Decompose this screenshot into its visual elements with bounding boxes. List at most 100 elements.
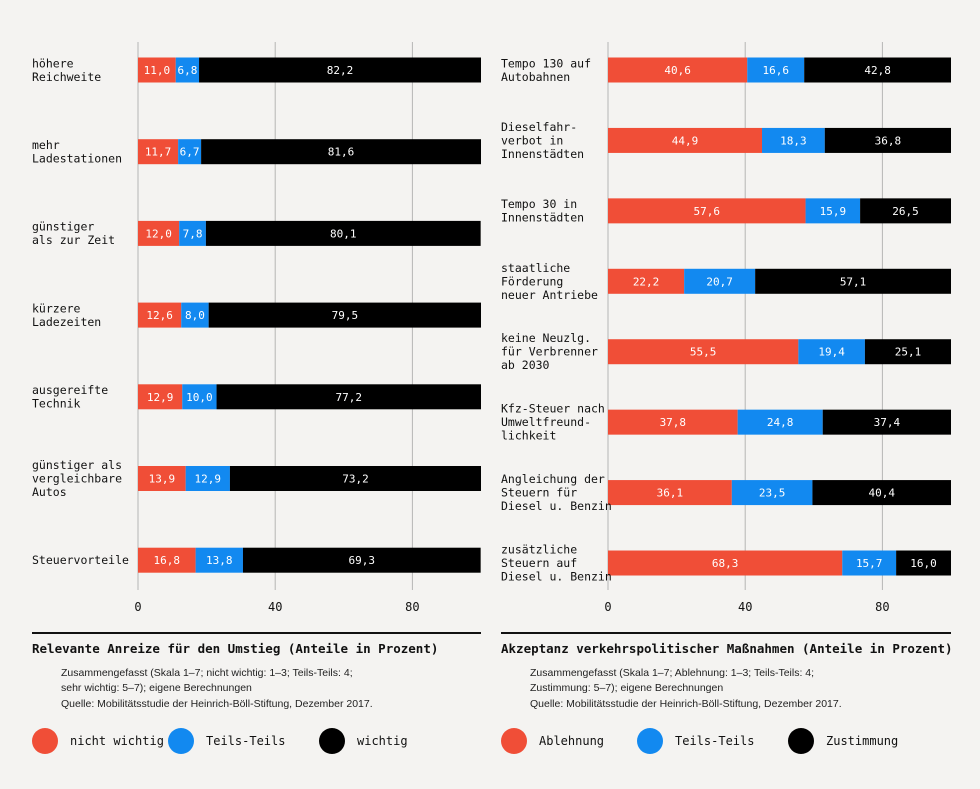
right-data-label: 15,7 — [856, 557, 883, 570]
left-category-label: mehr Ladestationen — [32, 138, 122, 166]
right-bar-segment — [608, 268, 685, 294]
right-legend-item-zustimmung: Zustimmung — [788, 728, 898, 754]
left-data-label: 13,9 — [149, 473, 176, 486]
category-label-line: Diesel u. Benzin — [501, 570, 612, 584]
right-bar-segment — [608, 550, 843, 576]
category-label-line: kürzere — [32, 301, 81, 315]
right-data-label: 37,8 — [660, 416, 687, 429]
left-legend-item-wichtig: wichtig — [319, 728, 408, 754]
category-label-line: als zur Zeit — [32, 233, 115, 247]
left-bar-segment — [138, 139, 179, 165]
left-x-tick-label: 80 — [405, 600, 419, 614]
left-bar-segment — [205, 220, 481, 246]
left-bar-segment — [185, 466, 230, 491]
left-legend-item-nicht-wichtig: nicht wichtig — [32, 728, 164, 754]
category-label-line: für Verbrenner — [501, 345, 598, 359]
category-label-line: Diesel u. Benzin — [501, 499, 612, 513]
right-data-label: 18,3 — [780, 134, 807, 147]
category-label-line: ausgereifte — [32, 383, 108, 397]
category-label-line: Tempo 30 in — [501, 197, 577, 211]
legend-swatch-blue — [168, 728, 194, 754]
left-x-tick-label: 40 — [268, 600, 282, 614]
right-data-label: 24,8 — [767, 416, 794, 429]
category-label-line: Steuern auf — [501, 556, 577, 570]
right-category-label: Angleichung der Steuern für Diesel u. Benz… — [501, 472, 612, 513]
right-data-label: 37,4 — [874, 416, 901, 429]
right-x-tick-label: 0 — [604, 600, 611, 614]
right-bar-segment — [731, 480, 813, 506]
legend-swatch-blue — [637, 728, 663, 754]
left-data-label: 81,6 — [328, 146, 355, 159]
right-data-label: 20,7 — [706, 275, 733, 288]
left-data-label: 10,0 — [186, 391, 213, 404]
left-bar-segment — [182, 384, 217, 410]
right-bar-segment — [747, 57, 805, 83]
right-bar-segment — [608, 198, 806, 224]
left-chart-source: Quelle: Mobilitätsstudie der Heinrich-Bö… — [61, 698, 373, 710]
legend-label: nicht wichtig — [70, 734, 164, 748]
right-bar-segment — [755, 268, 951, 294]
right-bar-segment — [822, 409, 951, 435]
legend-swatch-black — [319, 728, 345, 754]
left-data-label: 77,2 — [336, 391, 363, 404]
left-category-label: Steuervorteile — [32, 553, 129, 567]
right-data-label: 26,5 — [892, 205, 919, 218]
left-data-label: 6,7 — [180, 146, 200, 159]
right-bar-segment — [684, 268, 756, 294]
right-category-label: keine Neuzlg. für Verbrenner ab 2030 — [501, 331, 598, 372]
left-data-label: 12,9 — [195, 473, 222, 486]
right-data-label: 16,6 — [762, 64, 789, 77]
right-data-label: 57,1 — [840, 275, 867, 288]
right-bar-segment — [737, 409, 823, 435]
right-data-label: 44,9 — [672, 134, 699, 147]
right-bar-segment — [608, 409, 738, 435]
legend-label: wichtig — [357, 734, 408, 748]
left-data-label: 12,9 — [147, 391, 174, 404]
left-bar-segment — [181, 302, 209, 328]
left-category-label: kürzere Ladezeiten — [32, 301, 101, 329]
left-x-tick-label: 0 — [134, 600, 141, 614]
legend-swatch-red — [501, 728, 527, 754]
left-bar-segment — [208, 302, 481, 328]
left-category-label: günstiger als zur Zeit — [32, 220, 115, 248]
right-bar-segment — [608, 127, 763, 153]
legend-label: Teils-Teils — [206, 734, 286, 748]
left-bar-segment — [138, 57, 176, 83]
left-data-label: 13,8 — [206, 554, 233, 567]
category-label-line: vergleichbare — [32, 472, 122, 486]
left-data-label: 80,1 — [330, 227, 357, 240]
right-category-label: zusätzliche Steuern auf Diesel u. Benzin — [501, 543, 612, 584]
left-data-label: 73,2 — [342, 473, 369, 486]
right-bar-segment — [864, 339, 951, 365]
right-bar-segment — [798, 339, 865, 365]
right-legend-item-ablehnung: Ablehnung — [501, 728, 604, 754]
left-data-label: 6,8 — [177, 64, 197, 77]
category-label-line: mehr — [32, 138, 60, 152]
category-label-line: lichkeit — [501, 429, 556, 443]
category-label-line: höhere — [32, 56, 74, 70]
category-label-line: Innenstädten — [501, 147, 584, 161]
left-bar-segment — [229, 466, 481, 491]
category-label-line: Steuern für — [501, 486, 577, 500]
category-label-line: Umweltfreund- — [501, 415, 591, 429]
category-label-line: Angleichung der — [501, 472, 605, 486]
left-data-label: 12,0 — [145, 227, 172, 240]
left-data-label: 16,8 — [154, 554, 181, 567]
right-bar-segment — [762, 127, 825, 153]
category-label-line: Innenstädten — [501, 211, 584, 225]
category-label-line: Förderung — [501, 274, 563, 288]
category-label-line: Reichweite — [32, 70, 101, 84]
right-bar-segment — [896, 550, 951, 576]
legend-label: Teils-Teils — [675, 734, 755, 748]
left-bar-segment — [201, 139, 481, 165]
category-label-line: Dieselfahr- — [501, 120, 577, 134]
right-chart-source: Quelle: Mobilitätsstudie der Heinrich-Bö… — [530, 698, 842, 710]
category-label-line: günstiger als — [32, 458, 122, 472]
category-label-line: Autobahnen — [501, 70, 570, 84]
right-data-label: 40,6 — [664, 64, 691, 77]
right-data-label: 36,1 — [657, 487, 684, 500]
right-data-label: 40,4 — [868, 487, 895, 500]
left-chart-title: Relevante Anreize für den Umstieg (Antei… — [32, 641, 439, 656]
right-category-label: Tempo 30 in Innenstädten — [501, 197, 584, 225]
right-data-label: 23,5 — [759, 487, 786, 500]
